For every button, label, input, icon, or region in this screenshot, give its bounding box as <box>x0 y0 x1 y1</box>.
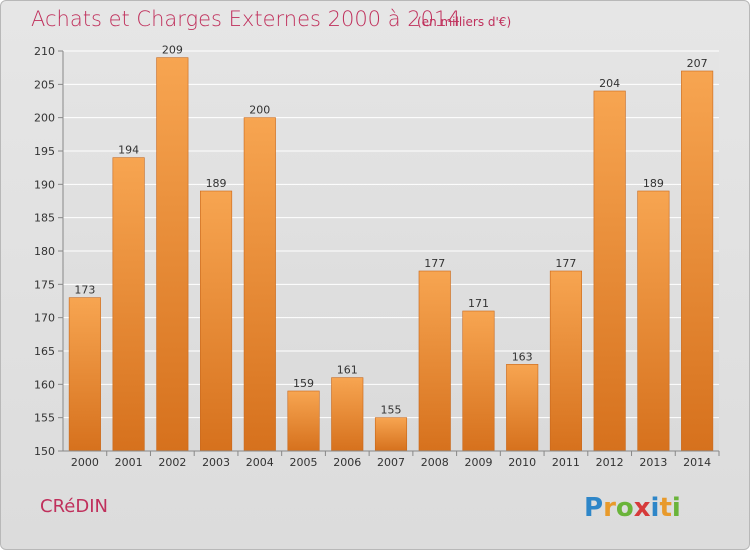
y-tick-label: 150 <box>34 445 55 458</box>
x-tick-label: 2005 <box>290 456 318 469</box>
bar <box>331 377 364 452</box>
bar-value-label: 163 <box>512 350 533 363</box>
bar <box>200 190 233 452</box>
proxiti-logo: Proxiti <box>584 493 681 523</box>
y-tick-label: 185 <box>34 212 55 225</box>
y-tick-label: 180 <box>34 245 55 258</box>
bar-value-label: 189 <box>643 177 664 190</box>
bar <box>593 90 626 452</box>
bar <box>68 297 101 452</box>
y-tick-label: 200 <box>34 112 55 125</box>
bar <box>374 417 408 452</box>
bar-value-label: 155 <box>381 404 402 417</box>
bar-value-label: 204 <box>599 77 620 90</box>
y-tick-label: 205 <box>34 78 55 91</box>
bar <box>462 310 495 452</box>
bar-value-label: 177 <box>424 257 445 270</box>
x-tick-label: 2014 <box>683 456 711 469</box>
bar <box>681 70 714 452</box>
x-tick-label: 2008 <box>421 456 449 469</box>
y-tick-label: 165 <box>34 345 55 358</box>
bar-value-label: 209 <box>162 44 183 57</box>
bar-value-label: 189 <box>206 177 227 190</box>
bar <box>156 57 189 452</box>
bar <box>243 117 276 452</box>
x-tick-label: 2004 <box>246 456 274 469</box>
bar <box>287 390 320 452</box>
bar-value-label: 161 <box>337 364 358 377</box>
x-tick-label: 2012 <box>596 456 624 469</box>
x-tick-label: 2011 <box>552 456 580 469</box>
bar <box>637 190 670 452</box>
x-tick-label: 2006 <box>333 456 361 469</box>
bar <box>418 270 451 452</box>
bar-value-label: 194 <box>118 144 139 157</box>
chart-title: Achats et Charges Externes 2000 à 2014 <box>31 7 461 31</box>
svg-text:Proxiti: Proxiti <box>584 493 681 523</box>
commune-name: CRéDIN <box>40 496 108 517</box>
x-tick-label: 2002 <box>158 456 186 469</box>
bar <box>112 157 145 452</box>
y-tick-label: 155 <box>34 412 55 425</box>
x-tick-label: 2007 <box>377 456 405 469</box>
y-tick-label: 190 <box>34 178 55 191</box>
bar-value-label: 171 <box>468 297 489 310</box>
chart-subtitle: (en milliers d'€) <box>417 15 512 29</box>
y-tick-label: 160 <box>34 378 55 391</box>
x-tick-label: 2003 <box>202 456 230 469</box>
bar <box>506 364 539 452</box>
bar-value-label: 159 <box>293 377 314 390</box>
x-tick-label: 2001 <box>115 456 143 469</box>
bar-value-label: 200 <box>249 104 270 117</box>
y-tick-label: 170 <box>34 312 55 325</box>
y-tick-label: 195 <box>34 145 55 158</box>
bar-value-label: 173 <box>74 284 95 297</box>
y-tick-label: 210 <box>34 45 55 58</box>
x-tick-label: 2000 <box>71 456 99 469</box>
x-tick-label: 2010 <box>508 456 536 469</box>
x-tick-label: 2013 <box>639 456 667 469</box>
y-tick-label: 175 <box>34 278 55 291</box>
bar <box>549 270 582 452</box>
x-tick-label: 2009 <box>464 456 492 469</box>
bar-value-label: 207 <box>687 57 708 70</box>
bar-value-label: 177 <box>555 257 576 270</box>
